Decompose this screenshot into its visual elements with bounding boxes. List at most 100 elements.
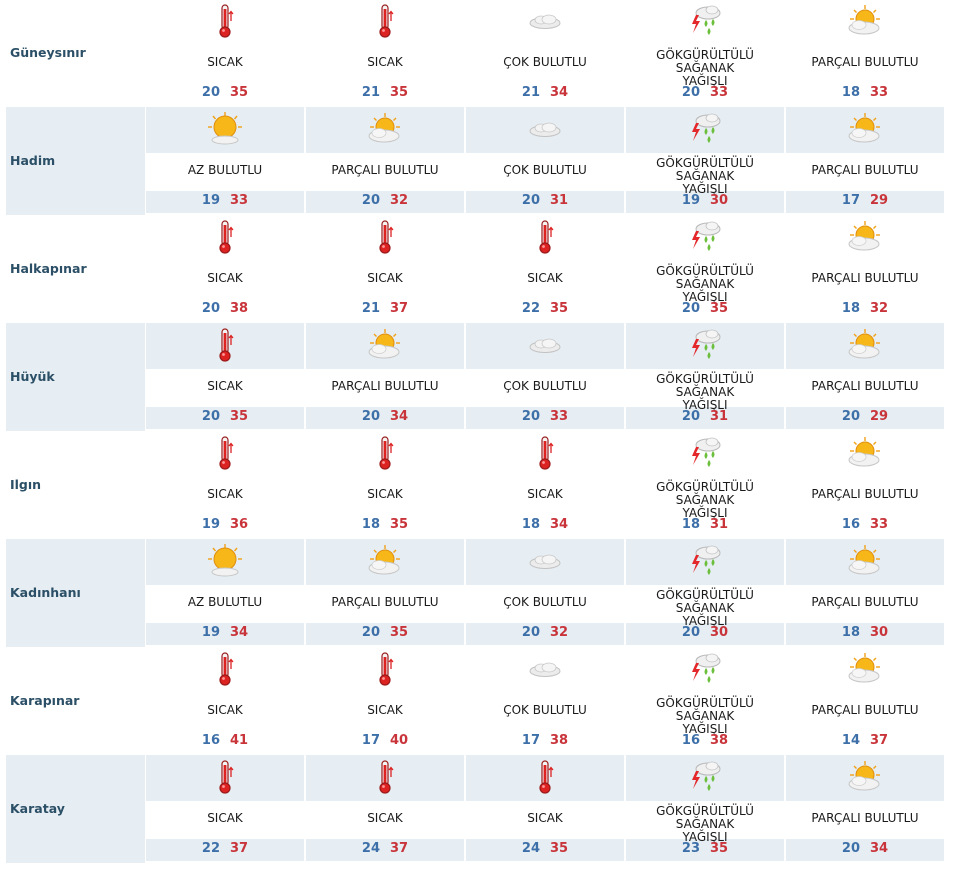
table-row: Kadınhanı AZ BULUTLU 19 34 PARÇALI BULUTLU 20… bbox=[6, 539, 946, 647]
max-temperature: 30 bbox=[710, 193, 729, 208]
condition-text: SICAK bbox=[367, 271, 403, 285]
max-temperature: 34 bbox=[390, 409, 409, 424]
temperature-pair: 21 35 bbox=[306, 85, 464, 103]
max-temperature: 35 bbox=[390, 85, 409, 100]
partly-cloudy-icon bbox=[365, 327, 405, 363]
forecast-cell: SICAK 20 35 bbox=[146, 323, 304, 431]
district-cell: Halkapınar bbox=[6, 215, 145, 323]
temperature-pair: 18 35 bbox=[306, 517, 464, 535]
condition-text: SICAK bbox=[367, 487, 403, 501]
condition-text: GÖKGÜRÜLTÜLÜ SAĞANAK YAĞIŞLI bbox=[656, 156, 754, 196]
min-temperature: 21 bbox=[361, 301, 380, 316]
condition-text: PARÇALI BULUTLU bbox=[331, 595, 439, 609]
min-temperature: 20 bbox=[681, 409, 700, 424]
min-temperature: 18 bbox=[841, 625, 860, 640]
thermometer-icon bbox=[525, 219, 565, 255]
max-temperature: 30 bbox=[870, 625, 889, 640]
forecast-cell: ÇOK BULUTLU 20 33 bbox=[466, 323, 624, 431]
thunderstorm-icon bbox=[685, 759, 725, 795]
min-temperature: 16 bbox=[841, 517, 860, 532]
table-row: Ilgın SICAK 19 36 SICAK 18 35 SICAK 18 34 GÖKGÜRÜL… bbox=[6, 431, 946, 539]
cloud-icon bbox=[525, 327, 565, 363]
max-temperature: 37 bbox=[870, 733, 889, 748]
min-temperature: 20 bbox=[521, 625, 540, 640]
min-temperature: 20 bbox=[681, 625, 700, 640]
forecast-cell: ÇOK BULUTLU 20 31 bbox=[466, 107, 624, 215]
partly-cloudy-icon bbox=[845, 435, 885, 471]
forecast-cell: SICAK 20 38 bbox=[146, 215, 304, 323]
forecast-cell: GÖKGÜRÜLTÜLÜ SAĞANAK YAĞIŞLI 20 31 bbox=[626, 323, 784, 431]
condition-text: GÖKGÜRÜLTÜLÜ SAĞANAK YAĞIŞLI bbox=[656, 48, 754, 88]
min-temperature: 20 bbox=[681, 301, 700, 316]
temperature-pair: 20 35 bbox=[146, 85, 304, 103]
temperature-pair: 18 31 bbox=[626, 517, 784, 535]
temperature-pair: 17 40 bbox=[306, 733, 464, 751]
cloud-icon bbox=[525, 3, 565, 39]
forecast-cell: PARÇALI BULUTLU 18 33 bbox=[786, 0, 944, 107]
max-temperature: 33 bbox=[870, 517, 889, 532]
thermometer-icon bbox=[365, 651, 405, 687]
temperature-pair: 18 33 bbox=[786, 85, 944, 103]
max-temperature: 31 bbox=[550, 193, 569, 208]
min-temperature: 20 bbox=[201, 409, 220, 424]
district-cell: Hadim bbox=[6, 107, 145, 215]
condition-text: PARÇALI BULUTLU bbox=[811, 271, 919, 285]
temperature-pair: 18 32 bbox=[786, 301, 944, 319]
temperature-pair: 20 29 bbox=[786, 409, 944, 427]
district-name: Ilgın bbox=[10, 477, 42, 492]
min-temperature: 21 bbox=[521, 85, 540, 100]
forecast-cell: SICAK 24 35 bbox=[466, 755, 624, 863]
min-temperature: 20 bbox=[201, 301, 220, 316]
partly-cloudy-icon bbox=[845, 327, 885, 363]
thermometer-icon bbox=[525, 435, 565, 471]
cloud-icon bbox=[525, 543, 565, 579]
partly-cloudy-icon bbox=[845, 3, 885, 39]
max-temperature: 33 bbox=[870, 85, 889, 100]
condition-text: GÖKGÜRÜLTÜLÜ SAĞANAK YAĞIŞLI bbox=[656, 264, 754, 304]
thermometer-icon bbox=[365, 435, 405, 471]
district-cell: Kadınhanı bbox=[6, 539, 145, 647]
cloud-icon bbox=[525, 651, 565, 687]
cell-band bbox=[146, 839, 304, 861]
max-temperature: 29 bbox=[870, 409, 889, 424]
cell-band bbox=[146, 407, 304, 429]
max-temperature: 35 bbox=[550, 301, 569, 316]
temperature-pair: 20 38 bbox=[146, 301, 304, 319]
thermometer-icon bbox=[205, 3, 245, 39]
condition-text: ÇOK BULUTLU bbox=[503, 163, 587, 177]
max-temperature: 37 bbox=[230, 841, 249, 856]
forecast-cell: AZ BULUTLU 19 33 bbox=[146, 107, 304, 215]
max-temperature: 38 bbox=[230, 301, 249, 316]
temperature-pair: 18 34 bbox=[466, 517, 624, 535]
forecast-cell: PARÇALI BULUTLU 18 32 bbox=[786, 215, 944, 323]
max-temperature: 33 bbox=[230, 193, 249, 208]
forecast-cell: SICAK 17 40 bbox=[306, 647, 464, 755]
condition-text: SICAK bbox=[527, 271, 563, 285]
cell-band bbox=[786, 407, 944, 429]
temperature-pair: 22 35 bbox=[466, 301, 624, 319]
cell-band bbox=[306, 407, 464, 429]
temperature-pair: 23 35 bbox=[626, 841, 784, 859]
forecast-cell: PARÇALI BULUTLU 18 30 bbox=[786, 539, 944, 647]
thunderstorm-icon bbox=[685, 435, 725, 471]
temperature-pair: 16 33 bbox=[786, 517, 944, 535]
cell-band bbox=[626, 839, 784, 861]
forecast-cell: GÖKGÜRÜLTÜLÜ SAĞANAK YAĞIŞLI 20 35 bbox=[626, 215, 784, 323]
min-temperature: 20 bbox=[201, 85, 220, 100]
temperature-pair: 22 37 bbox=[146, 841, 304, 859]
condition-text: PARÇALI BULUTLU bbox=[331, 163, 439, 177]
forecast-cell: SICAK 18 34 bbox=[466, 431, 624, 539]
max-temperature: 30 bbox=[710, 625, 729, 640]
max-temperature: 34 bbox=[550, 85, 569, 100]
min-temperature: 20 bbox=[681, 85, 700, 100]
max-temperature: 40 bbox=[390, 733, 409, 748]
cell-band bbox=[626, 191, 784, 213]
min-temperature: 18 bbox=[361, 517, 380, 532]
temperature-pair: 17 29 bbox=[786, 193, 944, 211]
forecast-cell: PARÇALI BULUTLU 20 32 bbox=[306, 107, 464, 215]
max-temperature: 29 bbox=[870, 193, 889, 208]
thunderstorm-icon bbox=[685, 543, 725, 579]
forecast-cell: SICAK 16 41 bbox=[146, 647, 304, 755]
temperature-pair: 14 37 bbox=[786, 733, 944, 751]
max-temperature: 33 bbox=[710, 85, 729, 100]
